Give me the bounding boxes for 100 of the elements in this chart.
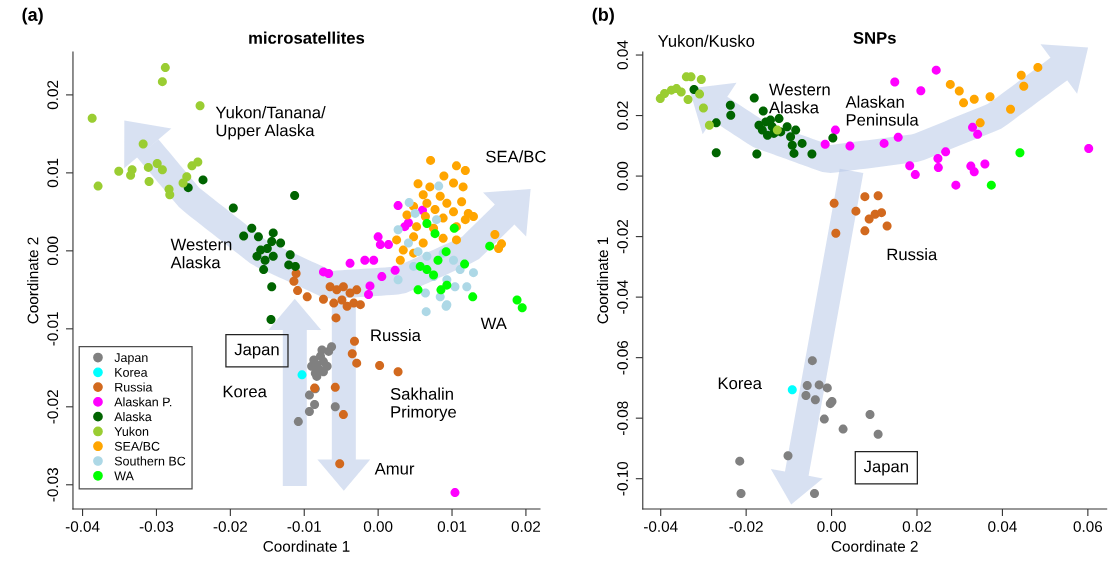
point — [165, 190, 175, 200]
x-axis-title: Coordinate 1 — [263, 540, 350, 552]
point — [1015, 148, 1025, 158]
point — [364, 290, 374, 300]
point — [87, 113, 97, 123]
point — [260, 255, 270, 265]
point — [293, 417, 303, 427]
y-tick-label: 0.04 — [617, 40, 628, 70]
point — [933, 163, 943, 173]
point — [352, 285, 362, 295]
point — [267, 236, 277, 246]
point — [494, 244, 504, 254]
point — [435, 191, 445, 201]
point — [951, 180, 961, 190]
point — [726, 110, 736, 120]
point — [418, 190, 428, 200]
y-tick-label: -0.02 — [617, 219, 628, 254]
x-tick-label: 0.02 — [902, 521, 932, 532]
point — [941, 147, 951, 157]
point — [247, 223, 257, 233]
legend-label: Japan — [114, 353, 148, 365]
point — [415, 261, 425, 271]
point — [304, 406, 314, 416]
point — [698, 103, 708, 113]
point — [93, 181, 103, 191]
point — [126, 170, 136, 180]
point — [138, 139, 148, 149]
point — [945, 79, 955, 89]
point — [433, 255, 443, 265]
annotation: Korea — [223, 385, 267, 398]
point — [968, 122, 978, 132]
point — [931, 65, 941, 75]
point — [157, 165, 167, 175]
point — [695, 89, 705, 99]
point — [820, 139, 830, 149]
point — [157, 77, 167, 87]
point — [337, 295, 347, 305]
y-tick-label: -0.03 — [47, 468, 59, 502]
point — [198, 175, 208, 185]
point — [347, 349, 357, 359]
point — [268, 251, 278, 261]
point — [404, 198, 414, 207]
point — [807, 356, 817, 366]
point — [345, 258, 355, 268]
point — [986, 180, 996, 190]
point — [393, 367, 403, 377]
legend-label: Russia — [115, 382, 153, 392]
point — [304, 390, 314, 400]
point — [331, 313, 341, 323]
point — [349, 336, 359, 346]
point — [425, 182, 435, 192]
point — [412, 222, 422, 232]
point — [873, 191, 883, 201]
point — [383, 240, 393, 250]
text: (a) — [22, 7, 43, 25]
point — [395, 255, 405, 265]
x-tick-label: -0.02 — [213, 521, 247, 532]
point — [1084, 144, 1094, 154]
point — [285, 250, 295, 260]
point — [143, 162, 153, 172]
point — [289, 276, 299, 286]
annotation: Amur — [374, 462, 415, 475]
x-tick-label: -0.01 — [287, 521, 321, 532]
x-tick-label: 0.01 — [437, 521, 467, 532]
point — [752, 149, 762, 159]
point — [324, 346, 334, 356]
point — [377, 272, 387, 282]
chart-title: microsatellites — [249, 31, 365, 44]
point — [819, 414, 829, 424]
point — [969, 167, 979, 177]
point — [782, 122, 792, 132]
point — [413, 285, 423, 295]
point — [810, 395, 820, 405]
point — [736, 489, 746, 499]
point — [711, 148, 721, 158]
annotation: WA — [480, 317, 507, 330]
text: (b) — [592, 7, 614, 25]
point — [438, 233, 448, 243]
point — [468, 268, 478, 278]
point — [403, 238, 413, 248]
point — [879, 138, 889, 148]
point — [342, 301, 352, 311]
point — [266, 314, 276, 324]
point — [696, 75, 706, 85]
point — [352, 358, 362, 368]
point — [310, 399, 320, 409]
point — [360, 255, 370, 265]
x-tick-label: -0.04 — [65, 521, 100, 532]
point — [144, 176, 154, 186]
x-tick-label: -0.03 — [139, 521, 174, 532]
y-tick-label: 0.02 — [47, 80, 59, 110]
annotation: Sakhalin Primorye — [390, 387, 456, 422]
point — [318, 294, 328, 304]
point — [324, 268, 334, 278]
point — [449, 255, 458, 265]
point — [262, 244, 272, 254]
point — [451, 161, 461, 171]
annotation: Western Alaska — [768, 83, 830, 114]
point — [882, 221, 892, 231]
point — [195, 101, 205, 111]
